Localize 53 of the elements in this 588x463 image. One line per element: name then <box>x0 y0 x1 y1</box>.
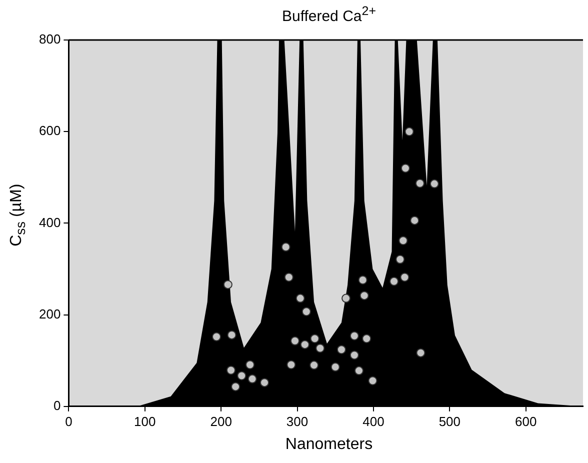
y-tick-label: 400 <box>38 214 61 230</box>
point <box>296 294 305 303</box>
point <box>281 242 290 252</box>
point <box>400 164 410 173</box>
point <box>416 348 426 358</box>
x-tick-label: 600 <box>515 414 537 429</box>
x-tick-label: 200 <box>210 414 232 429</box>
point <box>350 350 359 360</box>
point <box>404 127 414 136</box>
chart-title: Buffered Ca$^{2+}$ <box>280 4 378 25</box>
point <box>336 345 346 354</box>
point <box>330 362 340 372</box>
point <box>302 307 311 316</box>
point <box>300 340 310 350</box>
point <box>310 334 320 344</box>
point <box>400 272 410 282</box>
y-tick-label: 800 <box>38 32 61 47</box>
x-axis-title: Nanometers <box>284 436 374 454</box>
point <box>286 360 296 370</box>
point <box>316 344 325 353</box>
x-tick-label: 500 <box>438 414 461 429</box>
point <box>430 179 439 188</box>
y-tick-label: 0 <box>53 398 61 413</box>
point <box>246 360 255 370</box>
point <box>310 360 319 370</box>
point <box>284 272 294 282</box>
x-tick-label: 100 <box>134 414 156 429</box>
y-tick-label: 200 <box>38 306 61 322</box>
point <box>231 382 240 392</box>
point <box>237 371 246 380</box>
point <box>342 294 351 303</box>
point <box>248 374 257 384</box>
point <box>360 291 369 300</box>
point <box>390 276 399 286</box>
point <box>358 275 368 284</box>
x-tick-label: 0 <box>65 414 72 429</box>
point <box>223 280 232 290</box>
point <box>226 366 236 375</box>
point <box>227 330 236 340</box>
point <box>410 216 420 225</box>
point <box>415 178 424 188</box>
point <box>354 366 364 376</box>
y-tick-label: 600 <box>38 123 61 138</box>
point <box>290 336 300 346</box>
point <box>362 334 372 344</box>
x-tick-label: 400 <box>362 414 384 429</box>
point <box>350 331 359 340</box>
x-tick-label: 300 <box>286 414 308 429</box>
point <box>396 254 405 264</box>
point <box>368 376 378 386</box>
point <box>260 378 270 388</box>
point <box>212 332 222 342</box>
point <box>398 236 408 246</box>
